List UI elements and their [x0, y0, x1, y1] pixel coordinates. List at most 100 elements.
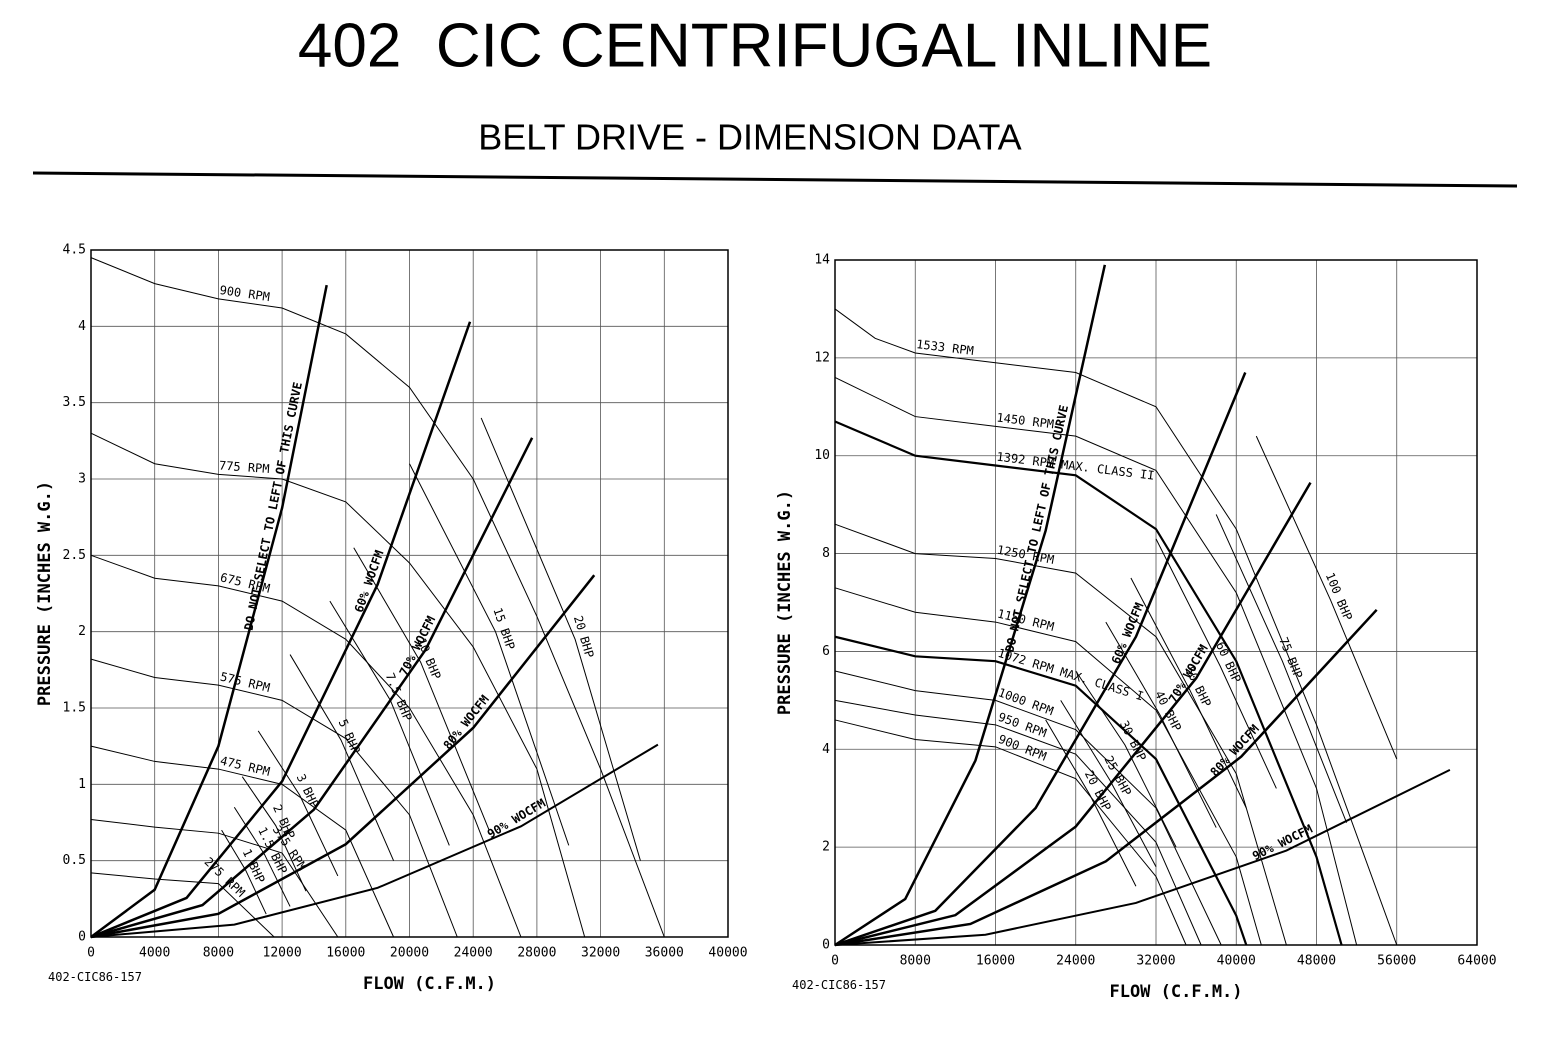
- x-tick-label: 20000: [390, 946, 429, 961]
- curve: [834, 481, 1312, 947]
- x-tick-label: 16000: [326, 946, 365, 961]
- y-tick-label: 1: [78, 777, 86, 792]
- x-tick-label: 24000: [454, 946, 493, 961]
- x-tick-label: 0: [87, 946, 95, 961]
- curve: [257, 730, 339, 877]
- curve: [1155, 538, 1277, 789]
- x-tick-label: 56000: [1377, 954, 1416, 969]
- curve: [289, 654, 395, 861]
- y-tick-label: 4: [78, 319, 86, 334]
- curve: [834, 719, 1187, 946]
- curve-label: 900 RPM: [219, 283, 271, 304]
- drawing-code: 402-CIC86-157: [48, 970, 142, 984]
- curve-label: 100 BHP: [1323, 571, 1355, 623]
- curve: [834, 768, 1451, 946]
- curve: [834, 308, 1398, 946]
- y-tick-label: 12: [814, 350, 830, 365]
- y-axis-label: PRESSURE (INCHES W.G.): [775, 490, 795, 715]
- curve: [241, 776, 307, 892]
- x-axis-label: FLOW (C.F.M.): [363, 974, 496, 994]
- curve: [1130, 577, 1247, 809]
- x-axis-label: FLOW (C.F.M.): [1109, 982, 1242, 1002]
- x-tick-label: 16000: [976, 954, 1015, 969]
- curve: [1060, 700, 1157, 867]
- y-tick-label: 10: [814, 448, 830, 463]
- x-tick-label: 64000: [1457, 954, 1496, 969]
- y-tick-label: 0: [822, 938, 830, 953]
- curve: [90, 257, 665, 938]
- x-tick-label: 8000: [900, 954, 931, 969]
- x-tick-label: 48000: [1297, 954, 1336, 969]
- curve-label: 60% WOCFM: [1109, 601, 1147, 666]
- y-tick-label: 0.5: [63, 853, 86, 868]
- x-tick-label: 40000: [1217, 954, 1256, 969]
- curve: [834, 699, 1202, 946]
- curve: [90, 554, 522, 938]
- curve: [90, 574, 596, 939]
- curve: [1105, 621, 1217, 828]
- y-tick-label: 3: [78, 472, 86, 487]
- curve-label: 3 BHP: [294, 772, 322, 811]
- curve-label: 90% WOCFM: [485, 796, 548, 841]
- curve: [834, 372, 1247, 947]
- curve: [480, 417, 641, 861]
- y-tick-label: 4: [822, 742, 830, 757]
- curve-label: 1533 RPM: [915, 337, 974, 358]
- y-tick-label: 8: [822, 546, 830, 561]
- y-tick-label: 2.5: [63, 548, 86, 563]
- curve: [834, 608, 1378, 947]
- x-tick-label: 36000: [645, 946, 684, 961]
- header-rule: [32, 171, 1518, 188]
- curve: [90, 872, 275, 938]
- curve-label: 60 BHP: [1213, 640, 1244, 685]
- curve-label: DO NOT SELECT TO LEFT OF THIS CURVE: [242, 381, 305, 632]
- y-tick-label: 2: [822, 840, 830, 855]
- curve: [1075, 670, 1177, 848]
- curve: [90, 321, 472, 939]
- page-subtitle: BELT DRIVE - DIMENSION DATA: [478, 117, 1021, 158]
- curve-label: 80% WOCFM: [440, 692, 491, 752]
- x-tick-label: 32000: [1136, 954, 1175, 969]
- curve: [834, 420, 1343, 946]
- y-tick-label: 3.5: [63, 395, 86, 410]
- x-tick-label: 8000: [203, 946, 234, 961]
- curve: [834, 376, 1358, 946]
- curve: [834, 587, 1262, 946]
- curve: [834, 264, 1107, 947]
- y-tick-label: 0: [78, 930, 86, 945]
- y-tick-label: 6: [822, 644, 830, 659]
- x-tick-label: 4000: [139, 946, 170, 961]
- x-tick-label: 12000: [263, 946, 302, 961]
- curve-label: 20 BHP: [571, 614, 597, 660]
- drawing-code: 402-CIC86-157: [792, 978, 886, 992]
- curve: [233, 806, 291, 907]
- curve: [834, 523, 1287, 946]
- curve-label: 775 RPM: [219, 458, 270, 476]
- page-title: 402 CIC CENTRIFUGAL INLINE: [298, 11, 1212, 80]
- curve: [221, 829, 267, 915]
- curve-label: 1450 RPM: [996, 410, 1055, 431]
- y-tick-label: 4.5: [63, 243, 86, 258]
- curve: [90, 658, 458, 938]
- curve: [1215, 514, 1348, 823]
- curve-label: 5 BHP: [336, 717, 363, 756]
- curve: [1255, 435, 1398, 760]
- curve: [834, 670, 1222, 946]
- x-tick-label: 28000: [517, 946, 556, 961]
- curve: [90, 437, 534, 939]
- curve: [90, 745, 395, 938]
- y-tick-label: 1.5: [63, 701, 86, 716]
- curve: [90, 743, 659, 938]
- curve: [1045, 719, 1137, 887]
- x-tick-label: 40000: [708, 946, 747, 961]
- plot-frame: [834, 259, 1478, 946]
- x-tick-label: 24000: [1056, 954, 1095, 969]
- curve-label: 7.5 BHP: [383, 671, 415, 723]
- curve: [409, 463, 570, 846]
- curve: [90, 284, 328, 939]
- y-axis-label: PRESSURE (INCHES W.G.): [35, 481, 55, 706]
- curve: [329, 600, 450, 846]
- plot-frame: [90, 249, 729, 938]
- curve: [90, 818, 339, 938]
